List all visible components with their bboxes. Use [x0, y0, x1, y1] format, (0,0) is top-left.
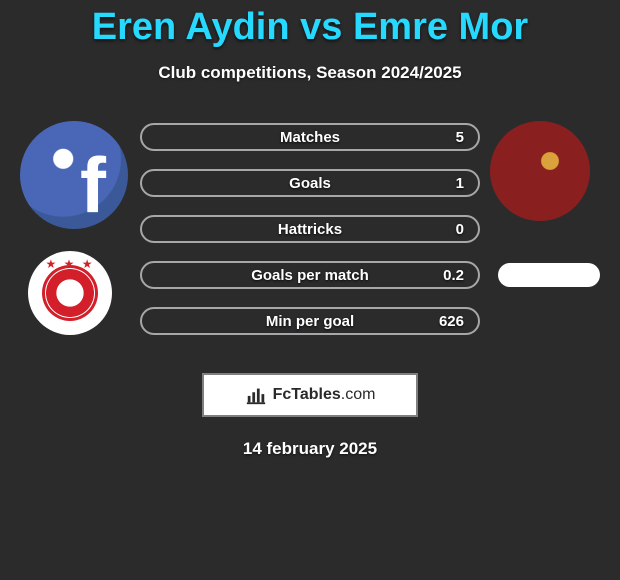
date-text: 14 february 2025 [0, 439, 620, 459]
stat-value: 0.2 [443, 263, 464, 287]
page-title: Eren Aydin vs Emre Mor [0, 0, 620, 49]
stat-value: 5 [456, 125, 464, 149]
stat-bar: Goals per match 0.2 [140, 261, 480, 289]
stat-bars: Matches 5 Goals 1 Hattricks 0 Goals per … [140, 123, 480, 353]
watermark: FcTables.com [202, 373, 418, 417]
player1-avatar [20, 121, 128, 229]
comparison-stage: ★ ★ ★ Matches 5 Goals 1 Hattricks 0 Goal… [0, 121, 620, 361]
stat-bar: Matches 5 [140, 123, 480, 151]
stat-bar: Goals 1 [140, 169, 480, 197]
stat-label: Goals per match [142, 263, 478, 287]
club1-crest: ★ ★ ★ [28, 251, 112, 335]
watermark-domain: .com [341, 386, 376, 403]
watermark-text: FcTables.com [273, 386, 376, 404]
subtitle: Club competitions, Season 2024/2025 [0, 63, 620, 83]
stat-label: Min per goal [142, 309, 478, 333]
watermark-brand: FcTables [273, 386, 341, 403]
stat-value: 0 [456, 217, 464, 241]
stat-bar: Min per goal 626 [140, 307, 480, 335]
stat-label: Hattricks [142, 217, 478, 241]
stat-label: Matches [142, 125, 478, 149]
crest-ring-icon [42, 265, 98, 321]
club2-placeholder [498, 263, 600, 287]
stat-bar: Hattricks 0 [140, 215, 480, 243]
bar-chart-icon [245, 384, 267, 406]
player2-avatar [490, 121, 590, 221]
stat-label: Goals [142, 171, 478, 195]
stat-value: 1 [456, 171, 464, 195]
stat-value: 626 [439, 309, 464, 333]
